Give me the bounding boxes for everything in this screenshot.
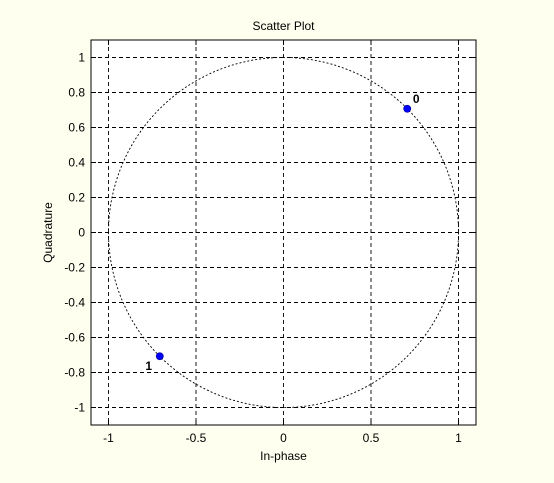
- point-label: 1: [145, 359, 152, 373]
- data-points: 01: [145, 92, 419, 373]
- y-ticks: 1 0.8 0.6 0.4 0.2 0 -0.2 -0.4 -0.6 -0.8 -1: [64, 51, 476, 415]
- point-label: 0: [413, 92, 420, 106]
- x-tick-label: 1: [455, 431, 462, 445]
- y-tick-label: -0.2: [64, 261, 85, 275]
- y-tick-label: 0.4: [68, 156, 85, 170]
- y-axis-label: Quadrature: [41, 202, 55, 263]
- data-point: [403, 104, 412, 113]
- y-tick-label: 0.6: [68, 121, 85, 135]
- x-tick-label: -1: [103, 431, 114, 445]
- y-tick-label: 0.8: [68, 86, 85, 100]
- chart-title: Scatter Plot: [252, 19, 315, 33]
- y-tick-label: -0.6: [64, 331, 85, 345]
- unit-circle: [108, 57, 459, 408]
- data-point: [155, 352, 164, 361]
- y-tick-label: 0: [78, 226, 85, 240]
- y-tick-label: -0.8: [64, 366, 85, 380]
- x-tick-label: -0.5: [186, 431, 207, 445]
- x-tick-label: 0: [280, 431, 287, 445]
- grid: [91, 40, 476, 425]
- y-tick-label: 0.2: [68, 191, 85, 205]
- x-tick-label: 0.5: [363, 431, 380, 445]
- y-tick-label: 1: [78, 51, 85, 65]
- y-tick-label: -1: [74, 401, 85, 415]
- x-axis-label: In-phase: [260, 449, 307, 463]
- x-ticks: -1 -0.5 0 0.5 1: [103, 40, 462, 445]
- y-tick-label: -0.4: [64, 296, 85, 310]
